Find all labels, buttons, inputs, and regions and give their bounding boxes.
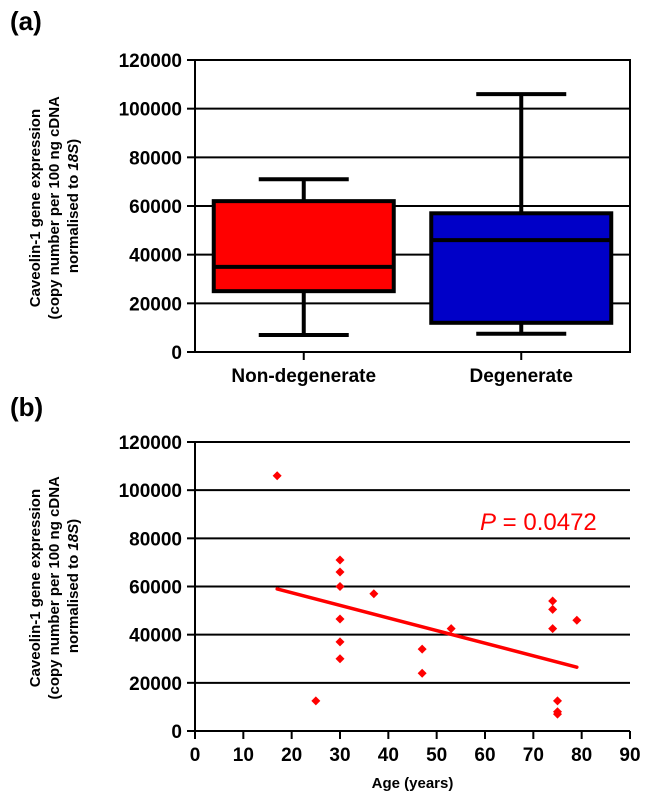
panel-b-x-tick-label: 30 <box>329 745 350 766</box>
data-point <box>417 668 427 678</box>
data-point <box>335 567 345 577</box>
data-point <box>548 604 558 614</box>
data-point <box>553 709 562 719</box>
panel-b-y-tick-label: 100000 <box>119 481 182 502</box>
data-point <box>548 596 558 606</box>
panel-b-y-tick-label: 120000 <box>119 433 182 454</box>
panel-a-y-axis-label: Caveolin-1 gene expression (copy number … <box>27 93 82 320</box>
data-point <box>335 614 345 624</box>
panel-b-scatter-plot: (b) 0 20000 40000 60000 80000 100000 120000 0 1… <box>10 392 641 792</box>
panel-a-box-plot: (a) 0 20000 40000 60000 80000 100000 120000 No… <box>10 6 631 387</box>
data-point <box>335 555 345 565</box>
panel-b-y-tick-label: 0 <box>171 722 182 743</box>
panel-b-x-tick-label: 50 <box>426 745 447 766</box>
panel-b-ylabel-line-1: Caveolin-1 gene expression <box>27 489 44 687</box>
panel-b-x-tick-label: 40 <box>378 745 399 766</box>
data-point <box>572 615 582 625</box>
panel-b-y-tick-label: 80000 <box>129 529 182 550</box>
panel-a-y-tick-label: 20000 <box>129 294 182 315</box>
panel-b-p-value-annotation: P = 0.0472 <box>480 509 597 536</box>
panel-a-ylabel-close: ) <box>65 139 82 144</box>
panel-b-x-tick-label: 60 <box>474 745 495 766</box>
panel-b-ylabel-18s: 18S <box>65 524 82 551</box>
panel-b-x-tick-label: 90 <box>619 745 640 766</box>
panel-a-y-tick-label: 60000 <box>129 197 182 218</box>
panel-b-y-axis-label: Caveolin-1 gene expression (copy number … <box>27 473 82 700</box>
panel-a-boxes <box>211 92 614 337</box>
panel-a-y-tick-label: 0 <box>171 343 182 364</box>
panel-b-x-ticks: 0 10 20 30 40 50 60 70 80 90 <box>190 731 641 766</box>
data-point <box>548 624 558 634</box>
data-point <box>335 654 345 664</box>
panel-a-x-tick-label: Degenerate <box>470 366 574 387</box>
panel-b-y-ticks: 0 20000 40000 60000 80000 100000 120000 <box>119 433 195 743</box>
data-point <box>553 696 562 706</box>
panel-b-x-axis-label: Age (years) <box>372 775 454 792</box>
panel-a-ylabel-18s: 18S <box>65 144 82 171</box>
data-point <box>272 471 282 481</box>
panel-a-ylabel-line-2: (copy number per 100 ng cDNA <box>46 96 63 320</box>
panel-a-x-tick-label: Non-degenerate <box>231 366 376 387</box>
panel-b-y-tick-label: 40000 <box>129 626 182 647</box>
panel-b-x-tick-label: 10 <box>233 745 254 766</box>
iqr-box <box>211 199 396 294</box>
data-point <box>311 696 321 706</box>
panel-b-x-tick-label: 20 <box>281 745 302 766</box>
panel-b-x-tick-label: 0 <box>190 745 201 766</box>
panel-b-p-italic: P <box>480 509 496 536</box>
panel-b-label: (b) <box>10 392 43 422</box>
panel-b-ylabel-line-3: normalised to <box>65 551 82 654</box>
panel-a-x-ticks: Non-degenerate Degenerate <box>231 352 573 387</box>
panel-a-ylabel-line-1: Caveolin-1 gene expression <box>27 109 44 307</box>
panel-a-y-tick-label: 100000 <box>119 100 182 121</box>
panel-a-label: (a) <box>10 6 42 36</box>
data-point <box>335 582 345 591</box>
panel-a-ylabel-line-3: normalised to <box>65 171 82 274</box>
panel-b-x-tick-label: 70 <box>523 745 544 766</box>
panel-a-y-ticks: 0 20000 40000 60000 80000 100000 120000 <box>119 51 195 364</box>
box-2 <box>429 92 614 336</box>
data-point <box>417 644 427 654</box>
panel-b-points <box>272 471 582 719</box>
panel-b-p-text: = 0.0472 <box>496 509 597 536</box>
box-1 <box>211 177 396 337</box>
panel-b-y-tick-label: 20000 <box>129 674 182 695</box>
panel-b-trendline <box>275 587 579 669</box>
panel-b-ylabel-close: ) <box>65 519 82 524</box>
panel-b-x-tick-label: 80 <box>571 745 592 766</box>
data-point <box>369 589 379 599</box>
panel-b-y-tick-label: 60000 <box>129 578 182 599</box>
panel-a-y-tick-label: 80000 <box>129 148 182 169</box>
panel-b-ylabel-line-2: (copy number per 100 ng cDNA <box>46 476 63 700</box>
iqr-box <box>429 211 614 325</box>
data-point <box>335 637 345 647</box>
panel-b-gridlines <box>195 441 630 684</box>
panel-a-y-tick-label: 40000 <box>129 246 182 267</box>
data-point <box>446 624 456 634</box>
panel-a-y-tick-label: 120000 <box>119 51 182 72</box>
